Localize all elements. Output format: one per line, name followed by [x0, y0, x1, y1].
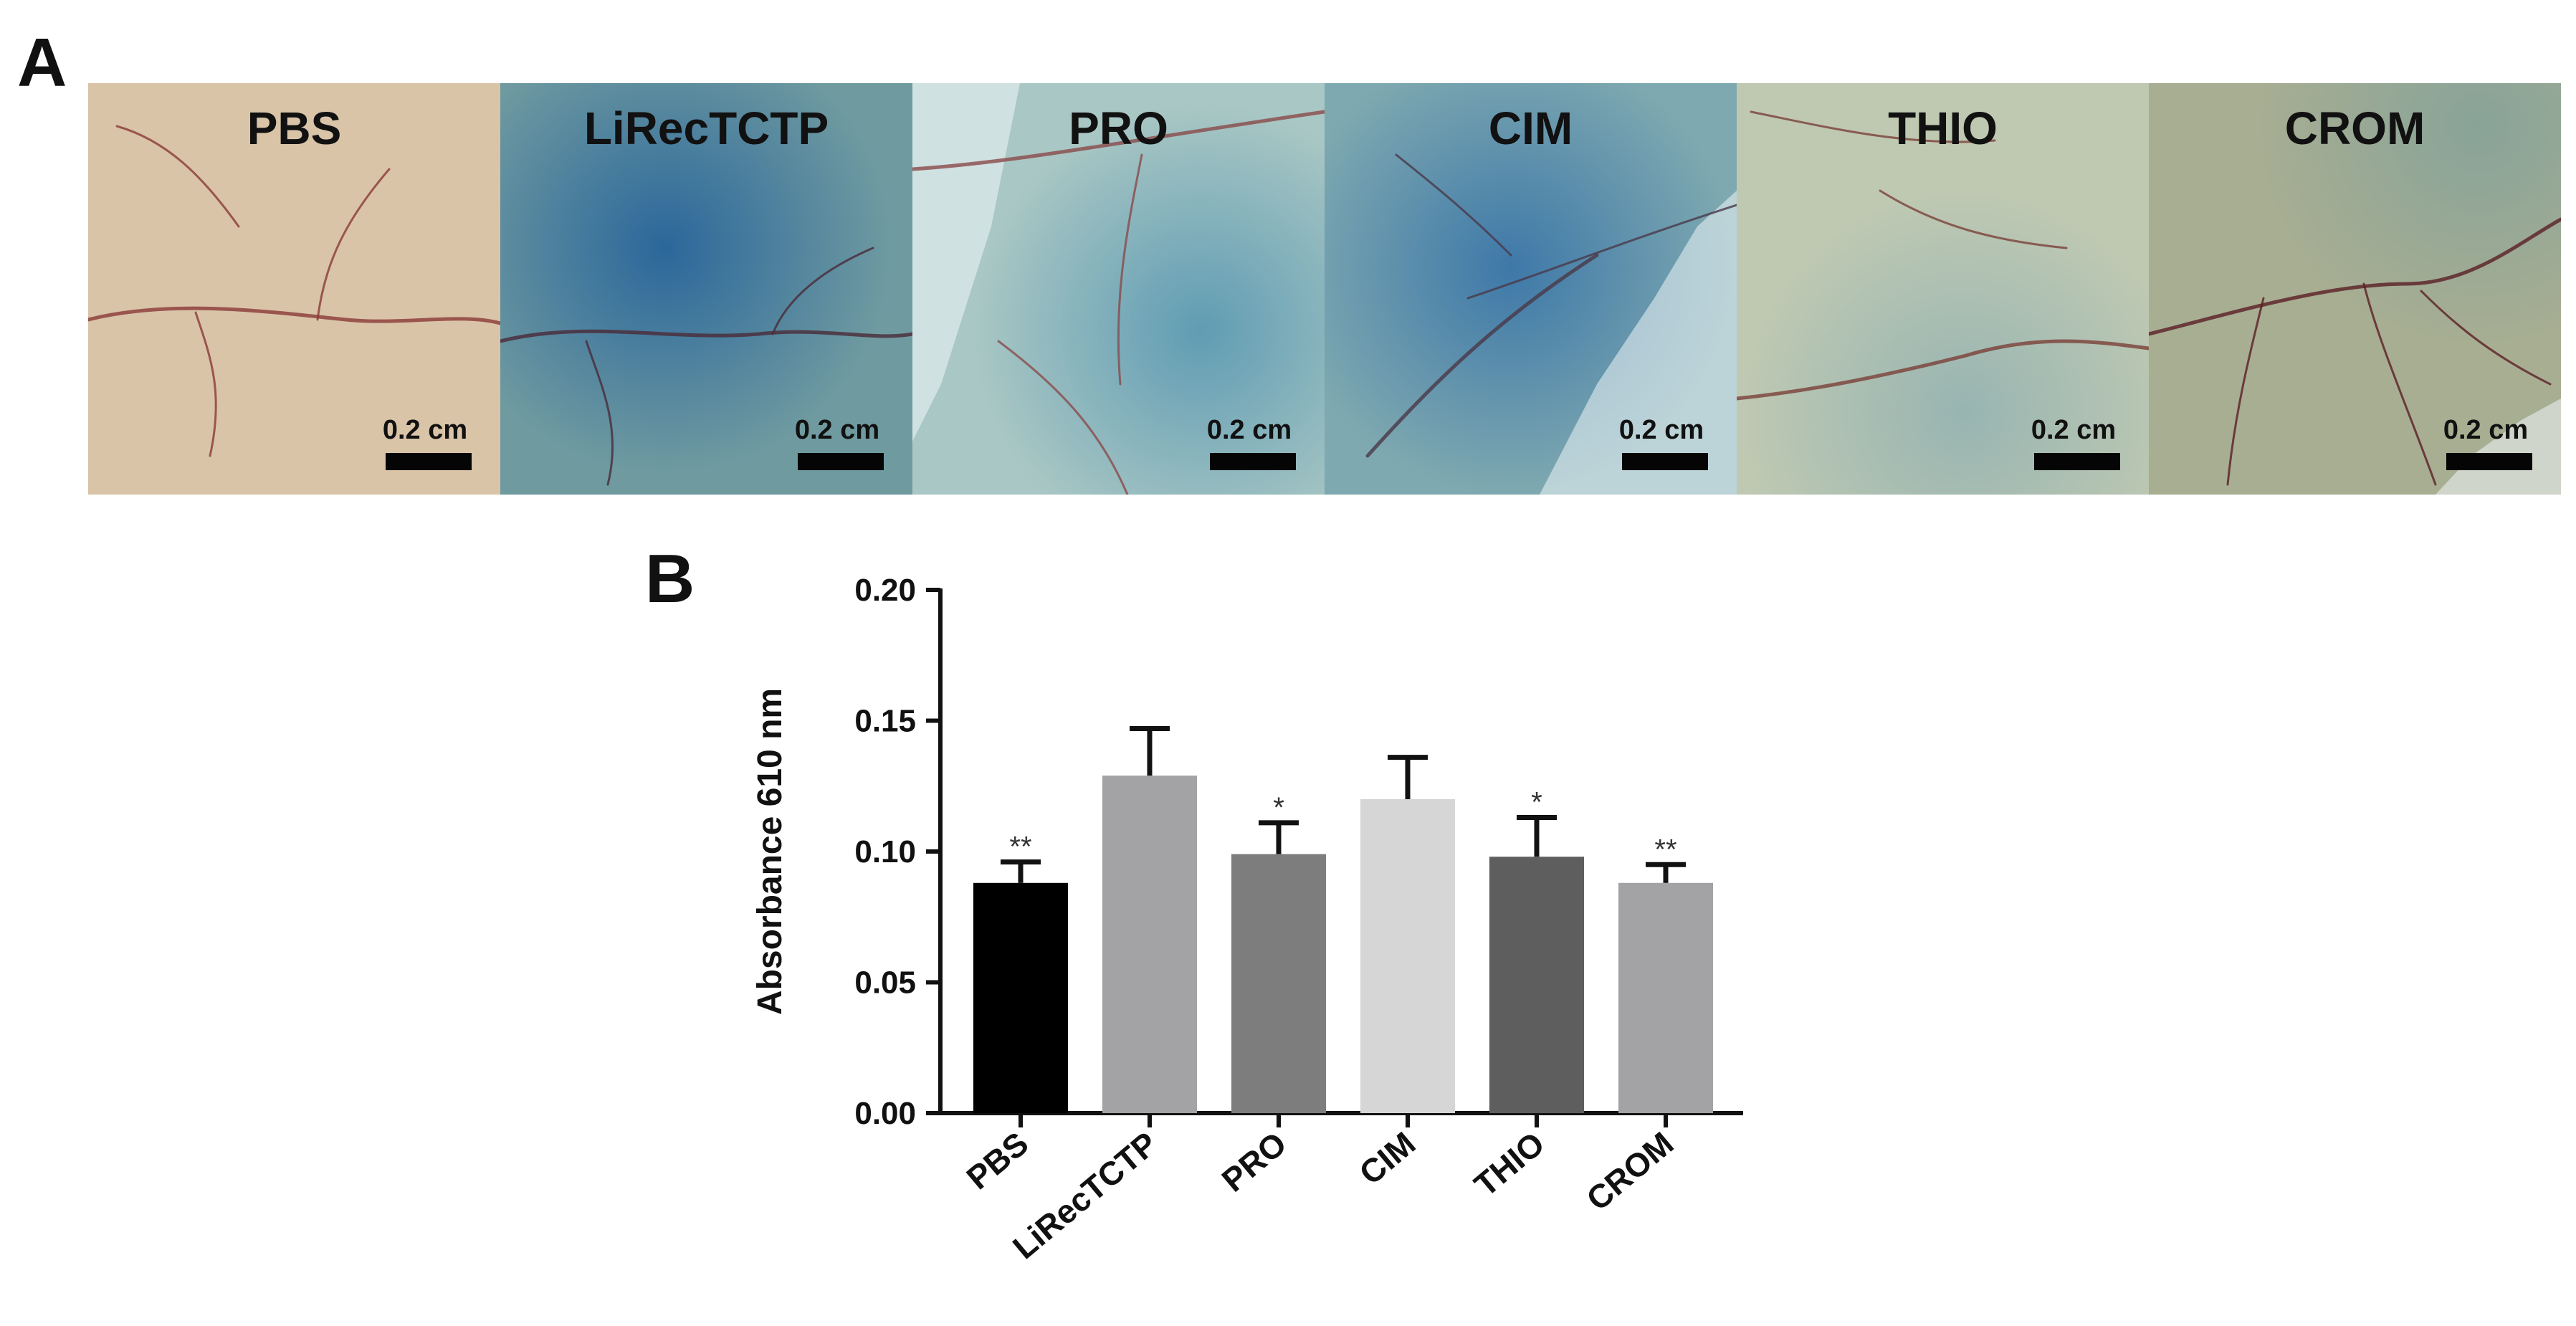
- photo-label: CROM: [2284, 102, 2425, 154]
- x-tick-label: PRO: [1215, 1125, 1294, 1199]
- photo-pro: PRO 0.2 cm: [912, 83, 1325, 495]
- x-tick-label: CROM: [1579, 1125, 1680, 1218]
- scale-bar-label: 0.2 cm: [382, 415, 468, 445]
- scale-bar: [1210, 453, 1296, 470]
- photo-label: PBS: [247, 102, 342, 154]
- photo-pbs: PBS 0.2 cm: [88, 83, 500, 495]
- bar-pbs: [973, 882, 1068, 1113]
- x-tick-label: CIM: [1352, 1125, 1422, 1192]
- photo-strip: PBS 0.2 cm LiRecTCTP 0.2 cm PRO 0.2 cm CIM 0.2 …: [88, 83, 2561, 495]
- significance-marker: **: [1654, 834, 1676, 865]
- tissue-image: [2149, 83, 2561, 495]
- y-tick-label: 0.20: [854, 573, 916, 608]
- photo-crom: CROM 0.2 cm: [2149, 83, 2561, 495]
- y-tick-label: 0.15: [854, 704, 916, 739]
- tissue-image: [500, 83, 912, 495]
- photo-label: PRO: [1069, 102, 1168, 154]
- x-tick-label: THIO: [1467, 1125, 1552, 1203]
- photo-label: CIM: [1488, 102, 1573, 154]
- x-tick-label: LiRecTCTP: [1006, 1125, 1164, 1267]
- tissue-image: [88, 83, 500, 495]
- tissue-image: [1737, 83, 2149, 495]
- photo-label: LiRecTCTP: [583, 102, 829, 154]
- y-tick-label: 0.00: [854, 1096, 916, 1131]
- y-tick-label: 0.10: [854, 834, 916, 869]
- scale-bar-label: 0.2 cm: [2031, 415, 2117, 445]
- panel-a-letter: A: [17, 24, 67, 101]
- scale-bar: [2446, 453, 2532, 470]
- photo-thio: THIO 0.2 cm: [1737, 83, 2149, 495]
- scale-bar-label: 0.2 cm: [1206, 415, 1292, 445]
- y-tick-label: 0.05: [854, 965, 916, 1001]
- x-tick-label: PBS: [960, 1125, 1036, 1197]
- photo-lirectctp: LiRecTCTP 0.2 cm: [500, 83, 912, 495]
- bar-pro: [1231, 854, 1326, 1113]
- scale-bar: [386, 453, 472, 470]
- bar-crom: [1618, 882, 1713, 1113]
- bar-lirectctp: [1102, 776, 1197, 1113]
- scale-bar-label: 0.2 cm: [1618, 415, 1704, 445]
- tissue-image: [1325, 83, 1737, 495]
- scale-bar-label: 0.2 cm: [794, 415, 880, 445]
- photo-cim: CIM 0.2 cm: [1325, 83, 1737, 495]
- scale-bar-label: 0.2 cm: [2443, 415, 2529, 445]
- y-axis-label: Absorbance 610 nm: [751, 688, 789, 1015]
- scale-bar: [1622, 453, 1708, 470]
- significance-marker: **: [1009, 831, 1031, 863]
- tissue-image: [912, 83, 1325, 495]
- bar-cim: [1360, 799, 1455, 1113]
- scale-bar: [798, 453, 884, 470]
- significance-marker: *: [1531, 787, 1542, 819]
- photo-label: THIO: [1888, 102, 1998, 154]
- scale-bar: [2034, 453, 2120, 470]
- significance-marker: *: [1273, 792, 1284, 824]
- bar-thio: [1489, 857, 1584, 1113]
- panel-b-letter: B: [645, 540, 695, 617]
